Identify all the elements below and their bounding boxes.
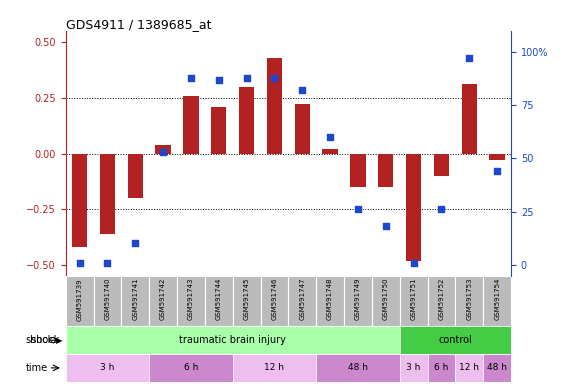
Text: GSM591741: GSM591741 [132,278,138,321]
Text: 6 h: 6 h [184,363,198,372]
Bar [456,276,483,326]
Bar [267,58,282,154]
Text: traumatic brain injury: traumatic brain injury [179,335,286,345]
Point [75,260,84,266]
Bar [350,154,365,187]
Text: GSM591739: GSM591739 [77,278,83,321]
Bar [66,354,149,382]
Bar [400,354,428,382]
Bar [149,276,177,326]
Bar [372,276,400,326]
Bar [239,86,254,154]
Text: 48 h: 48 h [487,363,507,372]
Text: GDS4911 / 1389685_at: GDS4911 / 1389685_at [66,18,211,31]
Bar [155,145,171,154]
Point [159,149,168,155]
Bar [66,326,400,354]
Text: 12 h: 12 h [264,363,284,372]
Bar [378,154,393,187]
Text: 3 h: 3 h [407,363,421,372]
Point [131,240,140,247]
Bar [72,154,87,247]
Text: shock: shock [26,335,54,345]
Bar [211,107,227,154]
Bar [295,104,310,154]
Bar [344,276,372,326]
Text: GSM591749: GSM591749 [355,278,361,321]
Text: GSM591745: GSM591745 [244,278,250,320]
Bar [483,276,511,326]
Point [493,168,502,174]
Text: GSM591744: GSM591744 [216,278,222,320]
Text: 12 h: 12 h [459,363,479,372]
Point [297,87,307,93]
Bar [183,96,199,154]
Bar [66,276,94,326]
Bar [205,276,233,326]
Text: ▶: ▶ [57,336,63,345]
Point [381,223,391,230]
Text: GSM591750: GSM591750 [383,278,389,321]
Point [186,74,195,81]
Bar [316,354,400,382]
Text: GSM591742: GSM591742 [160,278,166,320]
Bar [406,154,421,261]
Text: GSM591754: GSM591754 [494,278,500,320]
Text: GSM591751: GSM591751 [411,278,417,321]
Bar [400,276,428,326]
Text: 3 h: 3 h [100,363,115,372]
Bar [288,276,316,326]
Point [214,76,223,83]
Text: 48 h: 48 h [348,363,368,372]
Text: time: time [26,363,48,373]
Text: GSM591740: GSM591740 [104,278,110,321]
Bar [316,276,344,326]
Text: GSM591753: GSM591753 [467,278,472,321]
Bar [489,154,505,160]
Bar [434,154,449,176]
Text: shock: shock [31,335,63,345]
Bar [456,354,483,382]
Bar [122,276,149,326]
Point [353,206,363,212]
Bar [461,84,477,154]
Bar [428,276,456,326]
Text: GSM591748: GSM591748 [327,278,333,321]
Point [103,260,112,266]
Text: GSM591743: GSM591743 [188,278,194,321]
Bar [400,326,511,354]
Point [270,74,279,81]
Bar [323,149,338,154]
Point [325,134,335,140]
Bar [100,154,115,234]
Bar [233,354,316,382]
Bar [483,354,511,382]
Bar [428,354,456,382]
Bar [260,276,288,326]
Bar [177,276,205,326]
Text: GSM591752: GSM591752 [439,278,444,320]
Point [437,206,446,212]
Bar [149,354,233,382]
Text: control: control [439,335,472,345]
Point [242,74,251,81]
Point [409,260,418,266]
Bar [94,276,122,326]
Text: 6 h: 6 h [435,363,449,372]
Text: GSM591746: GSM591746 [271,278,278,321]
Bar [233,276,260,326]
Bar [127,154,143,198]
Text: GSM591747: GSM591747 [299,278,305,321]
Point [465,55,474,61]
